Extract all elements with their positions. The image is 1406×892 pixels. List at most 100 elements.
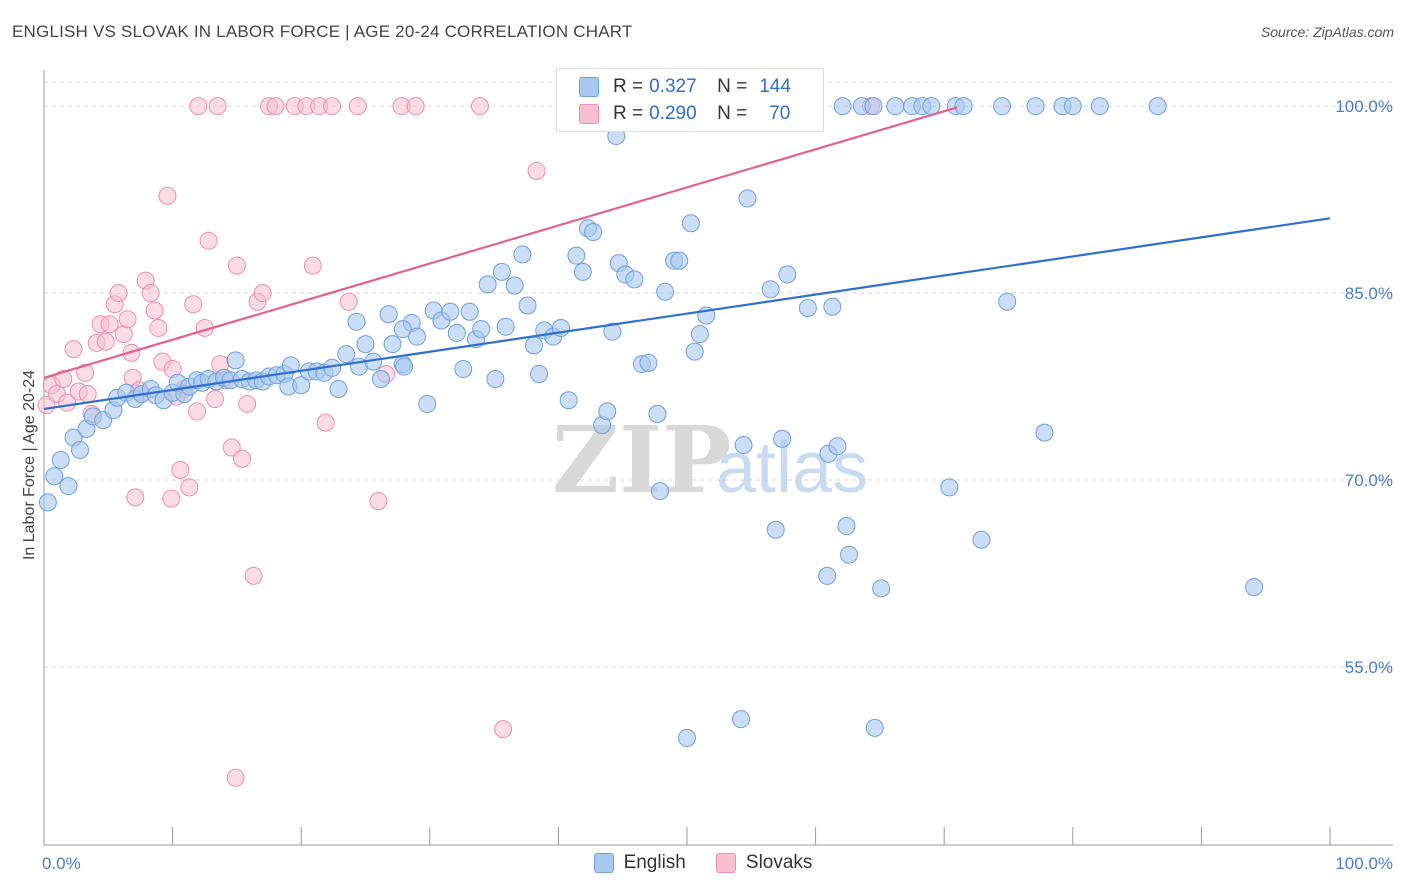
legend-label-english: English xyxy=(623,852,686,873)
english-point xyxy=(778,265,797,284)
english-point xyxy=(865,718,884,737)
legend-row-english: R = 0.327 N = 144 xyxy=(579,75,791,99)
slovak-point xyxy=(109,284,128,303)
slovak-point xyxy=(76,363,95,382)
english-point xyxy=(1090,97,1109,116)
legend-swatch-slovaks-bottom xyxy=(715,853,736,873)
english-point xyxy=(738,189,757,208)
english-point xyxy=(454,360,473,379)
x-tick-label-max: 100.0% xyxy=(1335,854,1393,873)
english-point xyxy=(864,97,883,116)
english-point xyxy=(823,297,842,316)
english-point xyxy=(559,391,578,410)
english-point xyxy=(625,270,644,289)
y-axis-tick-labels: 55.0% 70.0% 85.0% 100.0% xyxy=(1335,97,1393,677)
slovak-point xyxy=(527,161,546,180)
legend-label-slovaks: Slovaks xyxy=(745,852,813,873)
english-point xyxy=(584,223,603,242)
slovak-point xyxy=(208,97,227,116)
legend-item-slovaks[interactable]: Slovaks xyxy=(715,852,813,874)
legend-slovaks-n-value: 70 xyxy=(769,103,791,124)
slovak-point xyxy=(226,768,245,787)
english-point xyxy=(998,292,1017,311)
slovak-point xyxy=(316,413,335,432)
slovak-point xyxy=(222,438,241,457)
legend-english-n-value: 144 xyxy=(759,76,791,97)
english-point xyxy=(603,322,622,341)
english-point xyxy=(1035,423,1054,442)
slovak-point xyxy=(494,720,513,739)
y-tick-label: 100.0% xyxy=(1335,97,1393,116)
slovak-point xyxy=(64,340,83,359)
english-point xyxy=(954,97,973,116)
slovak-point xyxy=(369,492,388,511)
slovak-point xyxy=(406,97,425,116)
english-point xyxy=(59,477,78,496)
slovak-point xyxy=(233,449,252,468)
english-point xyxy=(840,545,859,564)
english-point xyxy=(732,710,751,729)
slovak-point xyxy=(100,315,119,334)
english-point xyxy=(447,323,466,342)
english-point xyxy=(648,404,667,423)
english-point xyxy=(567,246,586,265)
english-point xyxy=(773,429,792,448)
english-point xyxy=(761,280,780,299)
english-point xyxy=(530,365,549,384)
slovak-point xyxy=(253,284,272,303)
english-point xyxy=(639,353,658,372)
english-point xyxy=(518,296,537,315)
legend-english-n-label: N = xyxy=(717,76,748,97)
english-point xyxy=(472,320,491,339)
english-point xyxy=(678,728,696,747)
y-tick-label: 85.0% xyxy=(1345,284,1393,303)
slovak-point xyxy=(114,325,133,344)
english-point xyxy=(922,97,941,116)
english-point xyxy=(656,282,675,301)
english-point xyxy=(45,467,64,486)
english-point xyxy=(371,370,390,389)
english-point xyxy=(1148,97,1167,116)
english-point xyxy=(292,376,311,395)
english-point xyxy=(798,299,817,318)
source-label: Source: ZipAtlas.com xyxy=(1260,24,1394,40)
slovak-point xyxy=(188,402,207,421)
legend-slovaks-r-label: R = xyxy=(613,103,644,124)
english-point xyxy=(226,351,245,370)
slovak-point xyxy=(145,301,164,320)
x-tick-label-min: 0.0% xyxy=(42,854,81,873)
slovak-point xyxy=(149,318,168,337)
english-point xyxy=(281,356,300,375)
english-point xyxy=(329,379,348,398)
english-point xyxy=(513,245,532,264)
english-point xyxy=(690,325,709,344)
slovak-point xyxy=(118,310,137,329)
english-point xyxy=(492,262,511,281)
legend-english-r-value: 0.327 xyxy=(649,76,697,97)
legend-slovaks-n-label: N = xyxy=(717,103,748,124)
slovak-point xyxy=(141,284,160,303)
english-point xyxy=(1063,97,1082,116)
english-point xyxy=(766,520,785,539)
english-point xyxy=(393,320,412,339)
english-point xyxy=(670,251,689,270)
slovak-point xyxy=(199,231,218,250)
slovak-point xyxy=(78,384,97,403)
slovak-point xyxy=(323,97,342,116)
english-point xyxy=(685,342,704,361)
english-point xyxy=(478,275,497,294)
english-point xyxy=(828,437,847,456)
english-point xyxy=(837,517,856,536)
slovak-point xyxy=(244,566,263,585)
legend-item-english[interactable]: English xyxy=(593,852,686,874)
english-point xyxy=(650,482,669,501)
english-point xyxy=(524,336,543,355)
english-point xyxy=(993,97,1012,116)
slovak-point xyxy=(339,292,358,311)
english-point xyxy=(486,370,505,389)
slovak-point xyxy=(206,389,225,408)
slovak-point xyxy=(470,97,489,116)
english-point xyxy=(441,302,460,321)
english-point xyxy=(395,357,414,376)
